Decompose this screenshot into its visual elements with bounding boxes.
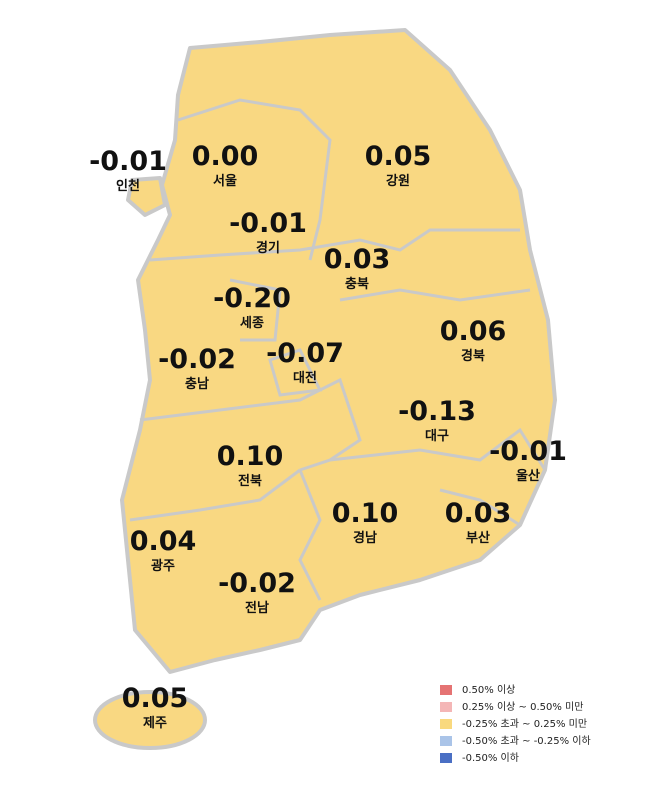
region-value: 0.06 xyxy=(440,316,507,347)
region-name: 전남 xyxy=(245,600,269,616)
region-value: 0.04 xyxy=(130,526,197,557)
legend-swatch xyxy=(440,719,452,729)
legend-label: -0.25% 초과 ~ 0.25% 미만 xyxy=(462,718,587,730)
peninsula xyxy=(120,28,557,674)
region-name: 대전 xyxy=(293,370,317,386)
region-value: 0.10 xyxy=(332,498,399,529)
region-name: 강원 xyxy=(386,173,410,189)
legend-swatch xyxy=(440,702,452,712)
region-value: 0.00 xyxy=(192,141,259,172)
region-name: 서울 xyxy=(213,173,237,189)
region-value: -0.07 xyxy=(266,338,344,369)
region-value: -0.13 xyxy=(398,396,476,427)
region-name: 세종 xyxy=(240,316,264,331)
region-value: -0.01 xyxy=(229,208,307,239)
border xyxy=(439,488,521,527)
incheon-island xyxy=(126,176,167,217)
legend-label: -0.50% 이하 xyxy=(462,751,519,764)
region-name: 제주 xyxy=(143,716,167,731)
region-value: 0.10 xyxy=(217,441,284,472)
region-name: 울산 xyxy=(516,468,540,484)
border xyxy=(339,288,531,302)
region-value: 0.05 xyxy=(365,141,432,172)
border xyxy=(177,98,332,261)
region-name: 광주 xyxy=(151,559,175,574)
region-name: 인천 xyxy=(116,178,140,194)
region-name: 충북 xyxy=(345,276,369,292)
region-value: -0.01 xyxy=(89,146,167,177)
legend-swatch xyxy=(440,685,452,695)
region-name: 전북 xyxy=(238,473,262,489)
region-name: 경남 xyxy=(353,530,377,546)
region-value: -0.02 xyxy=(218,568,296,599)
region-name: 대구 xyxy=(425,429,449,444)
legend-swatch xyxy=(440,736,452,746)
legend-label: 0.25% 이상 ~ 0.50% 미만 xyxy=(462,701,583,713)
border xyxy=(229,278,282,342)
region-value: -0.02 xyxy=(158,344,236,375)
region-name: 경북 xyxy=(461,348,485,364)
jeju xyxy=(93,690,207,750)
region-value: -0.01 xyxy=(489,436,567,467)
border xyxy=(298,469,322,601)
region-value: 0.03 xyxy=(324,244,391,275)
region-name: 부산 xyxy=(466,530,490,546)
legend-label: 0.50% 이상 xyxy=(462,684,515,696)
region-value: -0.20 xyxy=(213,283,291,314)
border xyxy=(149,228,520,262)
border xyxy=(329,427,547,471)
region-value: 0.03 xyxy=(445,498,512,529)
border xyxy=(268,348,323,397)
border xyxy=(129,468,301,522)
legend-label: -0.50% 초과 ~ -0.25% 이하 xyxy=(462,734,591,747)
region-value: 0.05 xyxy=(122,683,189,714)
legend-swatch xyxy=(440,753,452,763)
region-name: 충남 xyxy=(185,376,209,392)
region-name: 경기 xyxy=(256,240,280,256)
